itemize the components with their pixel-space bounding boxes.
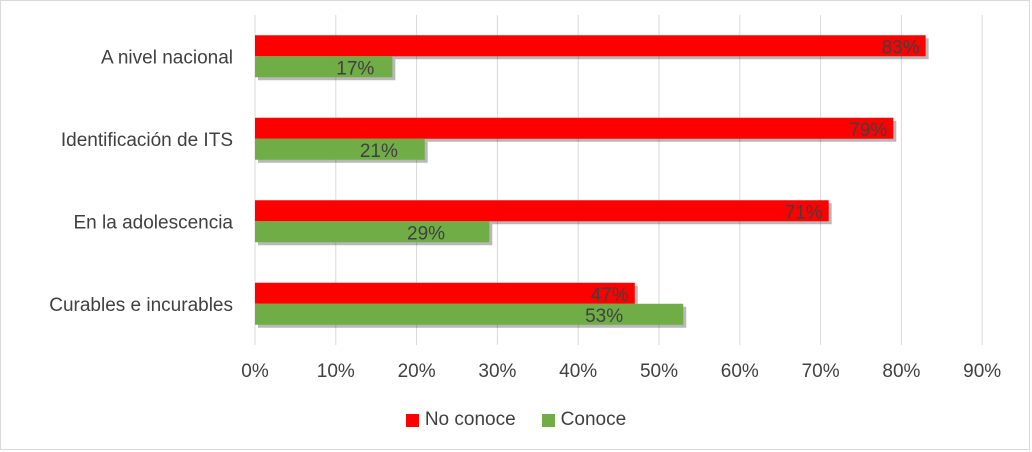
x-tick-label: 0% <box>241 361 269 382</box>
data-label-no-conoce-curables-e-incurables: 47% <box>591 285 629 306</box>
data-label-conoce-en-la-adolescencia: 29% <box>407 223 445 244</box>
legend-item-conoce: Conoce <box>541 409 627 431</box>
bar-no-conoce-curables-e-incurables <box>255 282 635 304</box>
x-tick-label: 10% <box>317 361 355 382</box>
data-label-no-conoce-a-nivel-nacional: 83% <box>882 37 920 58</box>
category-label-en-la-adolescencia: En la adolescencia <box>74 212 234 233</box>
bar-chart: 0% 10% 20% 30% 40% 50% 60% 70% 80% 90% A nivel nac… <box>49 15 1001 382</box>
bar-no-conoce-a-nivel-nacional <box>255 35 926 57</box>
x-tick-label: 50% <box>640 361 678 382</box>
category-label-identificacion-de-its: Identificación de ITS <box>61 130 233 151</box>
x-tick-label: 80% <box>882 361 920 382</box>
x-tick-label: 90% <box>963 361 1001 382</box>
x-tick-label: 70% <box>802 361 840 382</box>
x-tick-label: 20% <box>398 361 436 382</box>
bar-no-conoce-identificacion-de-its <box>255 117 894 139</box>
data-label-conoce-a-nivel-nacional: 17% <box>336 58 374 79</box>
legend-item-no-conoce: No conoce <box>405 409 516 431</box>
data-label-no-conoce-en-la-adolescencia: 71% <box>785 202 823 223</box>
category-label-a-nivel-nacional: A nivel nacional <box>101 47 233 68</box>
category-label-curables-e-incurables: Curables e incurables <box>49 295 233 316</box>
legend-swatch-conoce <box>541 413 555 427</box>
x-tick-label: 30% <box>478 361 516 382</box>
bar-conoce-en-la-adolescencia <box>255 221 490 243</box>
bar-conoce-a-nivel-nacional <box>255 56 393 78</box>
data-label-conoce-curables-e-incurables: 53% <box>585 306 623 327</box>
legend-label-no-conoce: No conoce <box>424 409 516 430</box>
data-label-no-conoce-identificacion-de-its: 79% <box>849 120 887 141</box>
x-tick-label: 60% <box>721 361 759 382</box>
data-label-conoce-identificacion-de-its: 21% <box>360 141 398 162</box>
bar-no-conoce-en-la-adolescencia <box>255 200 829 222</box>
bar-conoce-curables-e-incurables <box>255 303 684 325</box>
legend-swatch-no-conoce <box>405 413 419 427</box>
x-tick-label: 40% <box>559 361 597 382</box>
legend-label-conoce: Conoce <box>560 409 627 430</box>
legend: No conoce Conoce <box>1 409 1031 431</box>
bar-conoce-identificacion-de-its <box>255 138 425 160</box>
